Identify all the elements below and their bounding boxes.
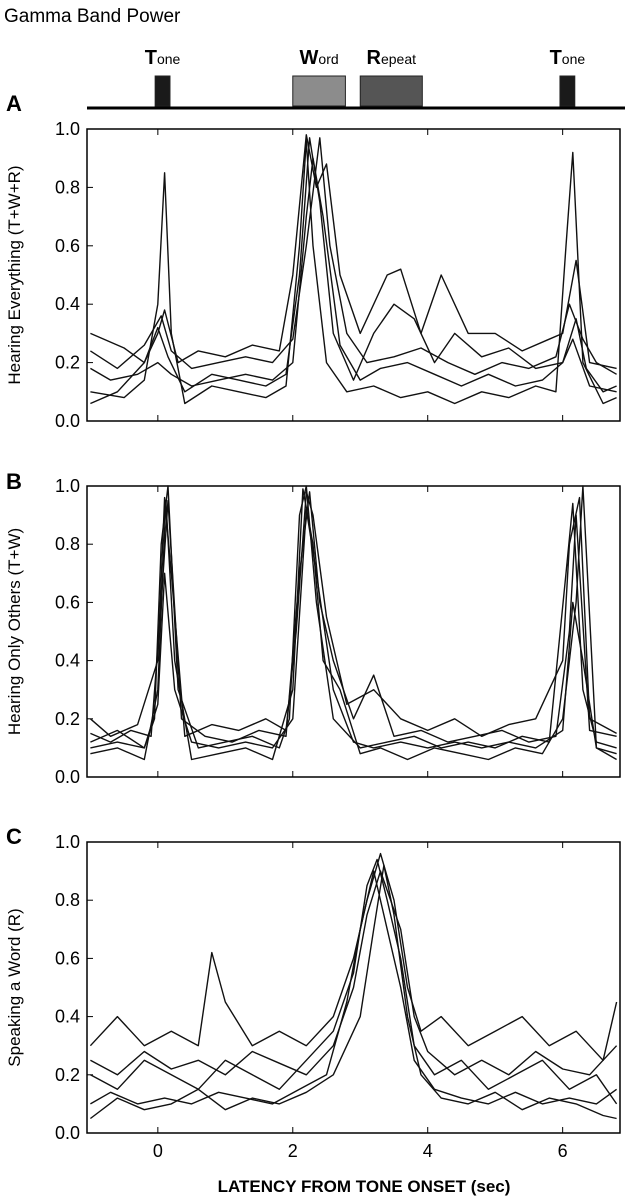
y-tick-label: 0.8: [55, 534, 80, 554]
event-label: Word: [300, 47, 339, 69]
series-line: [90, 134, 617, 370]
event-timeline: Tone Word Repeat Tone: [87, 47, 625, 110]
y-tick-label: 1.0: [55, 832, 80, 852]
series-line: [89, 864, 617, 1120]
series-line: [90, 137, 617, 375]
event-label-initial: T: [550, 47, 562, 69]
event-block: [292, 75, 346, 107]
y-tick-label: 0.2: [55, 709, 80, 729]
y-tick-label: 0.0: [55, 1123, 80, 1143]
event-label-rest: ord: [318, 51, 338, 67]
event-label-rest: one: [562, 51, 586, 67]
event-label: Tone: [145, 47, 181, 69]
panel-a: A Hearing Everything (T+W+R) 0.0 0.2 0.4 0.6 0…: [5, 91, 621, 431]
series-line: [90, 870, 618, 1076]
series-line: [90, 870, 618, 1105]
event-label-initial: T: [145, 47, 157, 69]
y-tick-label: 0.8: [55, 177, 80, 197]
x-tick-label: 0: [153, 1141, 163, 1161]
event-block: [559, 75, 576, 107]
y-tick-label: 1.0: [55, 119, 80, 139]
panel-c: C Speaking a Word (R) 0.0 0.2 0.4 0.6 0.8 1.0 0 2…: [5, 824, 621, 1161]
panel-label: C: [6, 824, 22, 849]
x-tick-label: 4: [423, 1141, 433, 1161]
event-block: [154, 75, 171, 107]
y-axis-label: Hearing Everything (T+W+R): [5, 165, 24, 384]
series-line: [90, 137, 617, 405]
panel-b: B Hearing Only Others (T+W) 0.0 0.2 0.4 0.6 0.…: [5, 469, 621, 787]
y-tick-label: 0.6: [55, 948, 80, 968]
plot-frame: [86, 128, 621, 422]
y-axis-label: Speaking a Word (R): [5, 908, 24, 1066]
event-label: Tone: [550, 47, 586, 69]
y-tick-label: 0.8: [55, 890, 80, 910]
event-label: Repeat: [367, 47, 417, 69]
panel-label: B: [6, 469, 22, 494]
y-tick-label: 0.2: [55, 353, 80, 373]
y-tick-label: 0.6: [55, 592, 80, 612]
event-label-rest: one: [157, 51, 181, 67]
series-line: [90, 157, 617, 393]
panel-label: A: [6, 91, 22, 116]
y-tick-label: 0.4: [55, 294, 80, 314]
y-tick-label: 0.4: [55, 1007, 80, 1027]
series-line: [90, 508, 617, 761]
y-axis-label: Hearing Only Others (T+W): [5, 528, 24, 735]
y-tick-label: 0.2: [55, 1065, 80, 1085]
series-line: [90, 491, 617, 743]
y-tick-label: 1.0: [55, 476, 80, 496]
event-label-rest: epeat: [381, 51, 416, 67]
y-tick-label: 0.6: [55, 236, 80, 256]
y-tick-label: 0.4: [55, 651, 80, 671]
x-tick-label: 6: [558, 1141, 568, 1161]
x-tick-label: 2: [288, 1141, 298, 1161]
series-line: [89, 852, 618, 1061]
y-tick-label: 0.0: [55, 767, 80, 787]
plot-frame: [86, 841, 621, 1134]
event-label-initial: R: [367, 47, 382, 69]
figure-title: Gamma Band Power: [4, 6, 181, 27]
series-line: [90, 858, 618, 1105]
plot-frame: [86, 485, 621, 778]
y-tick-label: 0.0: [55, 411, 80, 431]
event-block: [359, 75, 423, 107]
x-axis-label: LATENCY FROM TONE ONSET (sec): [218, 1177, 511, 1196]
event-label-initial: W: [300, 47, 319, 69]
